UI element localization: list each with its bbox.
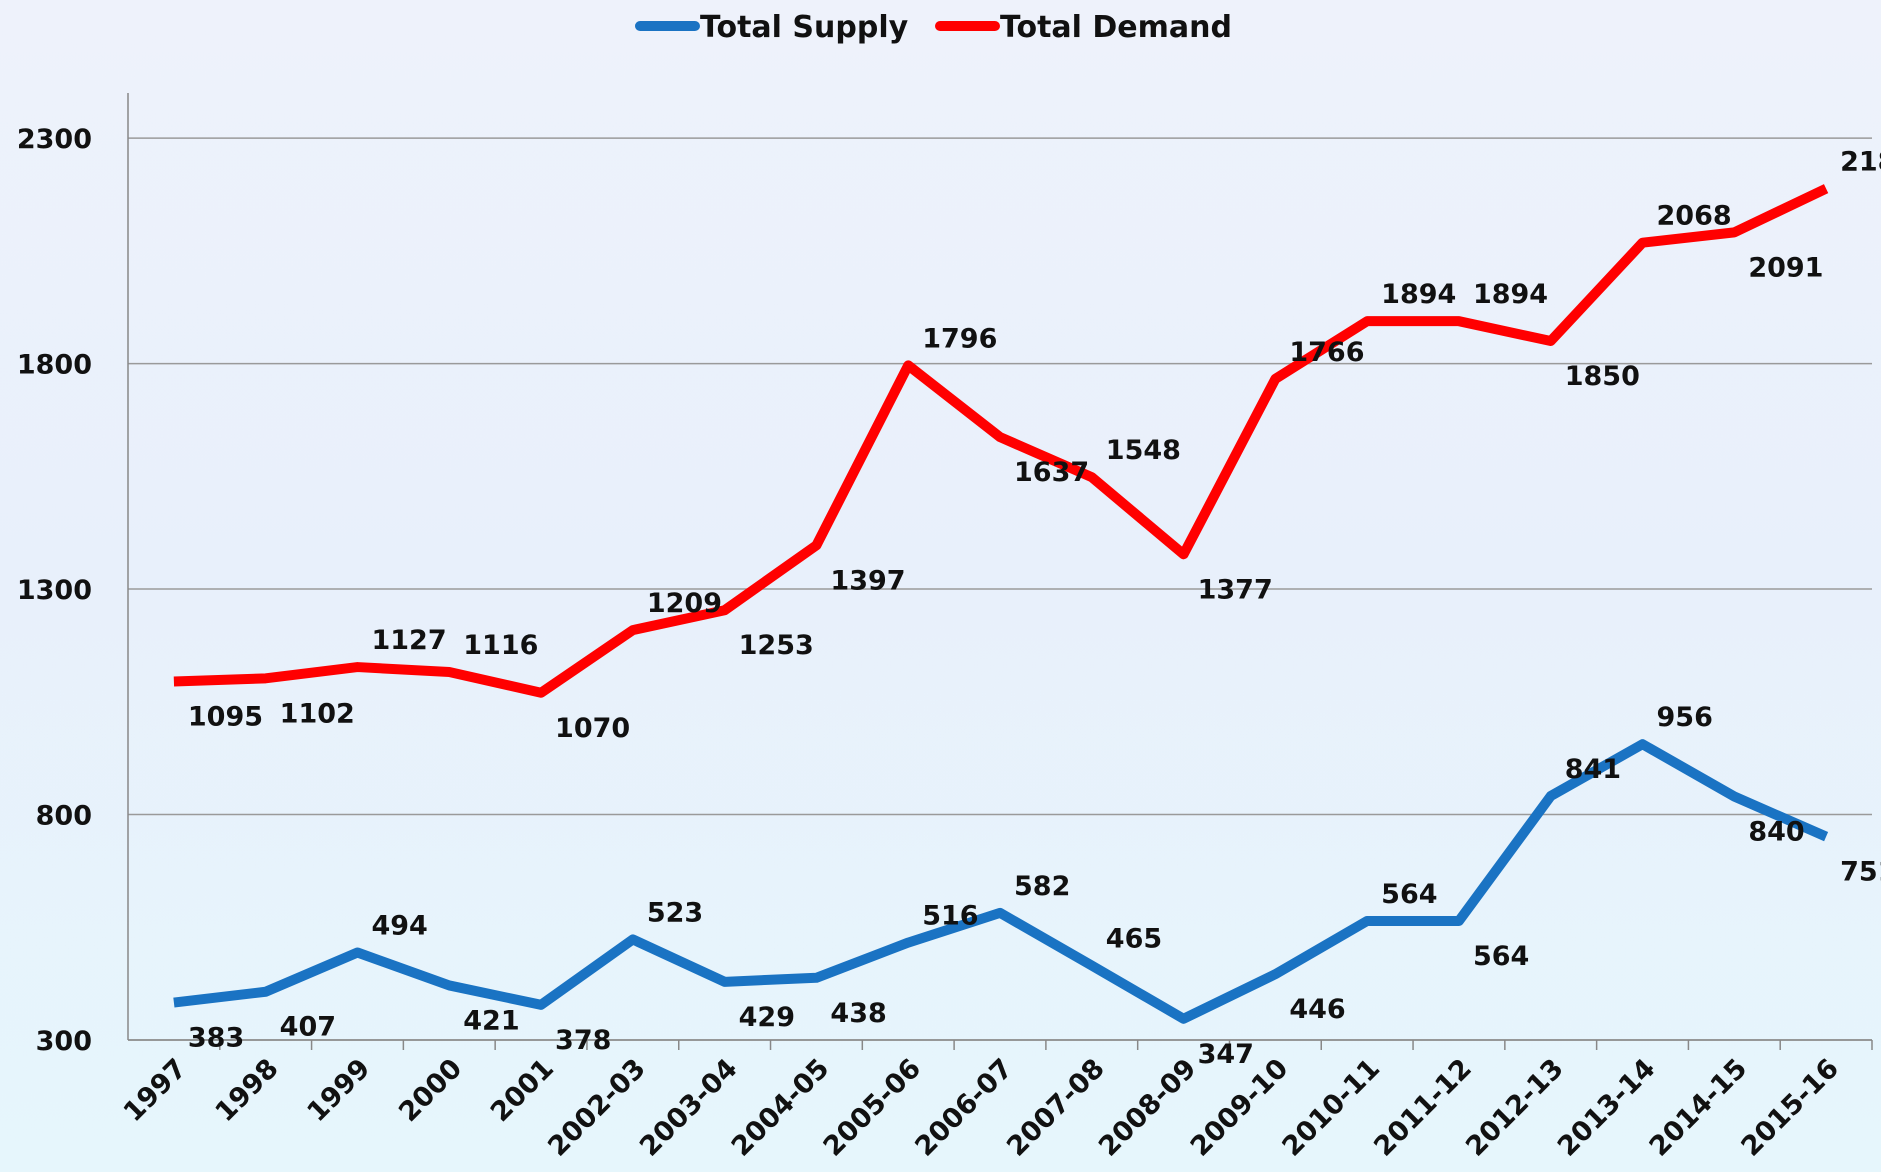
x-tick-label: 2010-11: [1277, 1053, 1387, 1163]
x-tick-label: 2015-16: [1735, 1053, 1845, 1163]
page: {"chart_data": {"type": "line", "categor…: [0, 0, 1881, 1172]
x-tick-label: 2012-13: [1460, 1053, 1570, 1163]
x-tick-label: 2006-07: [909, 1053, 1019, 1163]
data-label: 1548: [1106, 435, 1181, 466]
data-label: 2188*: [1840, 147, 1881, 178]
data-label: 1377: [1198, 574, 1273, 605]
data-label: 1070: [555, 713, 630, 744]
data-label: 1095: [188, 701, 263, 732]
data-label: 1253: [739, 630, 814, 661]
x-tick-label: 1998: [210, 1053, 285, 1128]
data-label: 438: [830, 998, 886, 1029]
data-label: 523: [647, 897, 703, 928]
x-tick-label: 2008-09: [1093, 1053, 1203, 1163]
data-label: 564: [1381, 879, 1437, 910]
x-tick-label: 2007-08: [1001, 1053, 1111, 1163]
data-label: 1102: [280, 698, 355, 729]
y-tick-label: 2300: [17, 124, 92, 155]
data-label: 751*: [1840, 857, 1881, 888]
data-label: 494: [371, 911, 427, 942]
data-label: 2091: [1748, 252, 1823, 283]
line-series: [174, 189, 1826, 693]
data-label: 1894: [1381, 279, 1456, 310]
y-tick-label: 1300: [17, 575, 92, 606]
x-tick-label: 2011-12: [1368, 1053, 1478, 1163]
x-tick-label: 2002-03: [542, 1053, 652, 1163]
data-label: 347: [1198, 1039, 1254, 1070]
data-label: 465: [1106, 924, 1162, 955]
data-label: 956: [1657, 702, 1713, 733]
data-label: 446: [1289, 994, 1345, 1025]
data-label: 378: [555, 1025, 611, 1056]
data-label: 407: [280, 1012, 336, 1043]
data-label: 429: [739, 1002, 795, 1033]
data-label: 1796: [922, 323, 997, 354]
data-label: 1397: [830, 565, 905, 596]
x-tick-label: 1999: [301, 1053, 376, 1128]
x-tick-label: 2004-05: [726, 1053, 836, 1163]
data-label: 1209: [647, 588, 722, 619]
chart: 3008001300180023001997199819992000200120…: [0, 0, 1881, 1172]
y-tick-label: 800: [36, 801, 92, 832]
x-tick-label: 2013-14: [1552, 1053, 1662, 1163]
data-label: 841: [1565, 754, 1621, 785]
legend-label: Total Demand: [1000, 10, 1232, 45]
data-label: 421: [463, 1005, 519, 1036]
data-label: 1766: [1289, 337, 1364, 368]
x-tick-label: 2001: [485, 1053, 560, 1128]
x-tick-label: 2000: [393, 1053, 468, 1128]
data-label: 1127: [371, 625, 446, 656]
x-tick-label: 2005-06: [818, 1053, 928, 1163]
data-label: 582: [1014, 871, 1070, 902]
line-series: [174, 744, 1826, 1019]
data-label: 1637: [1014, 457, 1089, 488]
y-tick-label: 300: [36, 1026, 92, 1057]
x-tick-label: 2014-15: [1644, 1053, 1754, 1163]
data-label: 564: [1473, 941, 1529, 972]
data-label: 2068: [1657, 201, 1732, 232]
data-label: 1116: [463, 630, 538, 661]
data-label: 840: [1748, 816, 1804, 847]
x-tick-label: 2003-04: [634, 1053, 744, 1163]
data-label: 1894: [1473, 279, 1548, 310]
data-label: 516: [922, 901, 978, 932]
legend-label: Total Supply: [700, 10, 909, 45]
data-label: 1850: [1565, 361, 1640, 392]
data-label: 383: [188, 1023, 244, 1054]
y-tick-label: 1800: [17, 350, 92, 381]
x-tick-label: 1997: [118, 1053, 193, 1128]
